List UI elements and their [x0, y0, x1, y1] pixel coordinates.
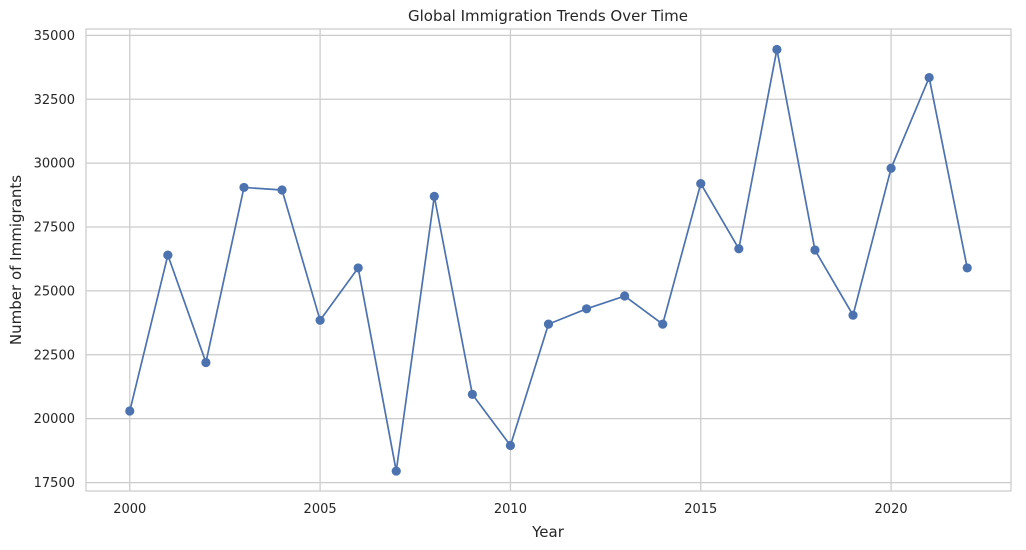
x-tick-label: 2015 — [684, 502, 717, 517]
data-point — [658, 319, 668, 329]
data-point — [505, 440, 516, 451]
x-tick-label: 2000 — [113, 502, 146, 517]
data-point — [315, 315, 325, 325]
y-tick-label: 25000 — [34, 284, 75, 299]
y-tick-label: 30000 — [34, 157, 75, 172]
data-point — [429, 191, 439, 201]
data-point — [543, 319, 554, 329]
data-point — [163, 250, 173, 260]
data-point — [201, 357, 211, 368]
data-point — [924, 72, 934, 83]
y-tick-label: 35000 — [34, 29, 75, 44]
chart-title: Global Immigration Trends Over Time — [408, 7, 688, 25]
data-point — [886, 163, 896, 173]
data-point — [848, 310, 858, 320]
plot-area-frame — [85, 28, 1012, 492]
data-point — [391, 466, 401, 476]
data-point — [125, 406, 135, 416]
y-tick-label: 17500 — [34, 476, 75, 491]
series-line — [128, 48, 969, 472]
data-point — [620, 291, 630, 301]
data-point — [239, 182, 249, 193]
data-series — [125, 44, 972, 476]
data-point — [696, 178, 706, 189]
data-point — [277, 185, 287, 195]
y-tick-label: 27500 — [34, 221, 75, 236]
data-point — [734, 244, 744, 254]
data-point — [353, 263, 363, 273]
x-tick-label: 2005 — [304, 502, 337, 517]
data-point — [962, 263, 972, 273]
data-point — [467, 389, 477, 400]
data-point — [581, 304, 592, 314]
data-point — [772, 44, 782, 55]
y-tick-label: 20000 — [34, 412, 75, 427]
y-tick-label: 32500 — [34, 93, 75, 108]
x-axis-label: Year — [531, 523, 565, 541]
data-point — [810, 245, 820, 255]
x-tick-label: 2010 — [494, 502, 527, 517]
x-tick-label: 2020 — [875, 502, 908, 517]
y-axis-label: Number of Immigrants — [7, 175, 25, 345]
grid — [86, 29, 1011, 491]
y-tick-label: 22500 — [34, 348, 75, 363]
axis-ticks: 2000 2005 2010 2015 2020 17500 20000 22500 25000… — [34, 29, 908, 517]
